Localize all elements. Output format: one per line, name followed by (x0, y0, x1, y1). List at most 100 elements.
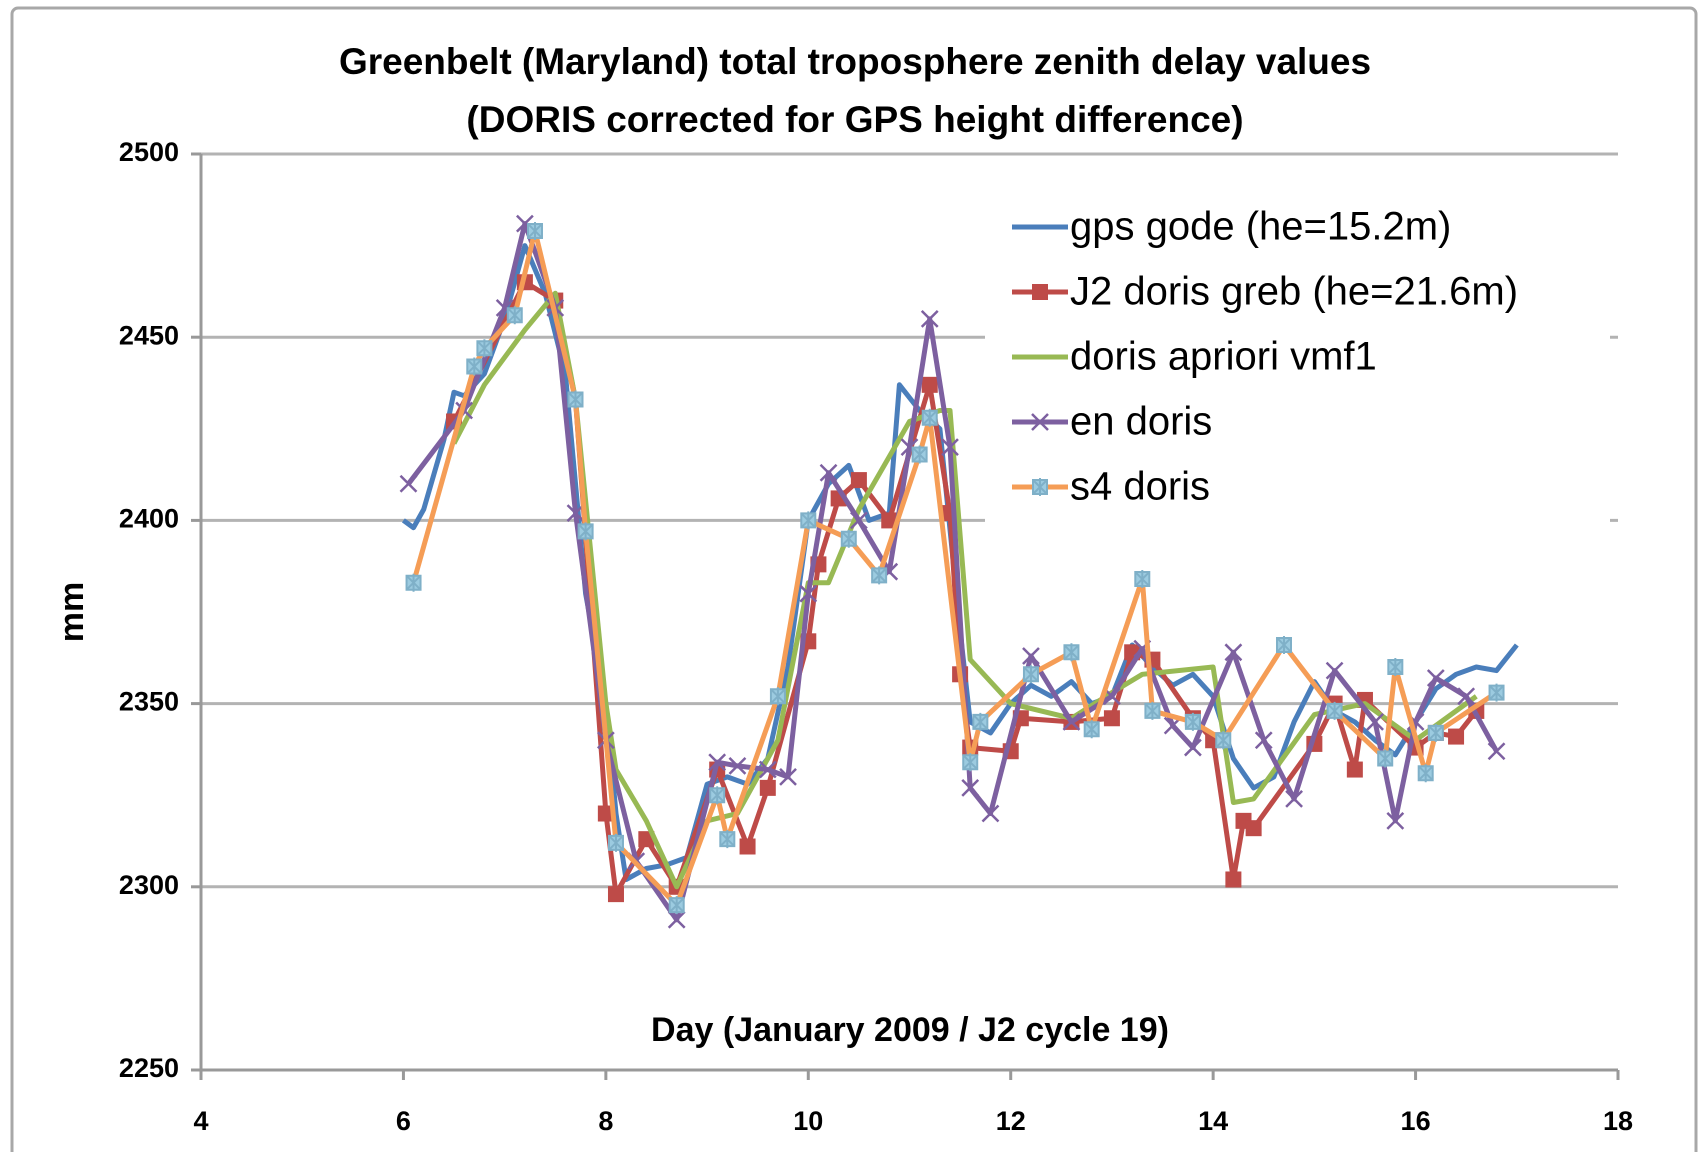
legend-label: s4 doris (1070, 465, 1210, 509)
marker (1022, 665, 1039, 684)
y-tick-label: 2250 (119, 1053, 179, 1083)
marker (1254, 731, 1273, 750)
marker (961, 778, 980, 797)
x-tick-label: 12 (996, 1106, 1026, 1136)
marker (981, 804, 1000, 823)
marker (1224, 643, 1243, 662)
x-tick-label: 8 (598, 1106, 613, 1136)
marker (607, 833, 624, 852)
marker (1488, 683, 1505, 702)
x-tick-label: 6 (396, 1106, 411, 1136)
marker (850, 472, 867, 489)
marker (1225, 871, 1242, 888)
series-line (406, 221, 1499, 923)
marker (1275, 635, 1292, 654)
chart-subtitle: (DORIS corrected for GPS height differen… (466, 99, 1243, 140)
marker (1285, 789, 1303, 808)
marker (1215, 731, 1232, 750)
marker (399, 474, 418, 493)
marker (911, 445, 928, 464)
chart-frame (10, 6, 1698, 1152)
marker (819, 463, 838, 482)
marker (709, 786, 726, 805)
marker (921, 376, 938, 393)
marker (1083, 720, 1100, 739)
marker (941, 438, 959, 457)
marker (607, 886, 624, 903)
marker (1184, 712, 1201, 731)
marker (1326, 701, 1343, 720)
y-tick-label: 2450 (119, 320, 179, 350)
x-tick-label: 18 (1603, 1106, 1633, 1136)
marker (1366, 713, 1384, 731)
legend-marker (1032, 284, 1048, 300)
x-axis-label: Day (January 2009 / J2 cycle 19) (651, 1011, 1169, 1049)
marker (972, 712, 989, 731)
legend-label: J2 doris greb (he=21.6m) (1070, 270, 1518, 314)
marker (739, 838, 756, 855)
marker (840, 529, 857, 548)
marker (566, 504, 585, 522)
marker (405, 573, 422, 592)
marker (668, 896, 685, 915)
y-tick-label: 2400 (119, 504, 179, 534)
marker (466, 357, 483, 376)
marker (920, 309, 939, 328)
y-tick-label: 2300 (119, 870, 179, 900)
marker (567, 390, 584, 409)
marker (769, 687, 786, 706)
marker (1325, 661, 1344, 680)
marker (850, 511, 868, 530)
x-tick-label: 14 (1198, 1106, 1228, 1136)
legend-marker (1032, 478, 1048, 496)
marker (506, 306, 523, 325)
marker (1426, 669, 1445, 687)
chart-title: Greenbelt (Maryland) total troposphere z… (339, 41, 1371, 82)
marker (779, 767, 797, 786)
y-axis-label: mm (53, 582, 91, 642)
legend-marker (1031, 413, 1049, 431)
marker (1144, 701, 1161, 720)
marker (597, 805, 614, 822)
marker (1063, 643, 1080, 662)
marker (1386, 811, 1405, 830)
marker (1062, 713, 1081, 731)
marker (728, 757, 747, 775)
legend-label: gps gode (he=15.2m) (1070, 205, 1451, 249)
marker (1346, 761, 1363, 778)
marker (708, 753, 727, 772)
marker (1377, 749, 1394, 768)
marker (871, 566, 888, 585)
series-line (451, 290, 1478, 890)
marker (1487, 742, 1506, 761)
marker (1387, 657, 1404, 676)
marker (962, 753, 979, 772)
marker (799, 584, 818, 603)
marker (1134, 570, 1151, 589)
marker (759, 779, 776, 796)
marker (921, 408, 938, 427)
x-tick-label: 4 (193, 1106, 208, 1136)
marker (881, 512, 898, 529)
x-tick-label: 16 (1401, 1106, 1431, 1136)
marker (758, 760, 777, 779)
legend-box (985, 190, 1610, 525)
marker (667, 910, 686, 929)
marker (527, 221, 544, 240)
marker (719, 830, 736, 849)
marker (1448, 728, 1465, 745)
legend-label: en doris (1070, 400, 1212, 444)
marker (1427, 723, 1444, 742)
legend-label: doris apriori vmf1 (1070, 335, 1377, 379)
marker (1457, 687, 1476, 706)
x-tick-label: 10 (793, 1106, 823, 1136)
y-tick-label: 2350 (119, 687, 179, 717)
y-tick-label: 2500 (119, 137, 179, 167)
marker (1184, 738, 1202, 757)
marker (1245, 820, 1262, 837)
marker (1417, 764, 1434, 783)
marker (1022, 647, 1040, 665)
marker (476, 339, 493, 358)
